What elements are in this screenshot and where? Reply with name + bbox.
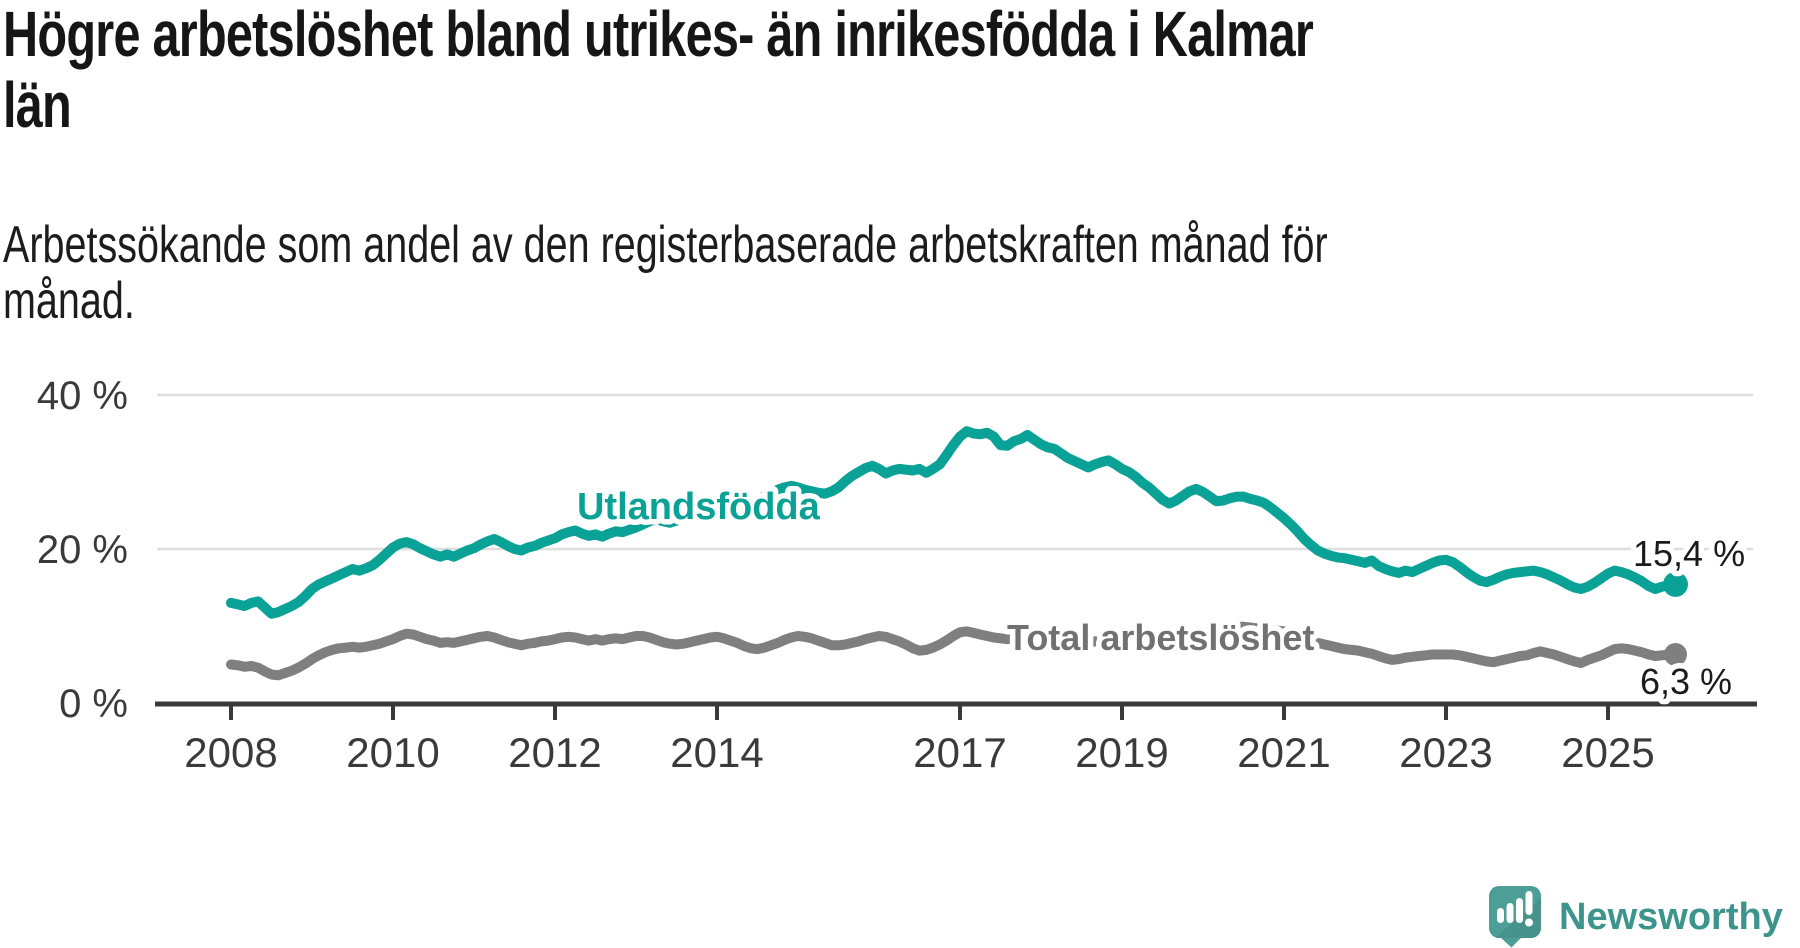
x-axis-labels: 2008 2010 2012 2014 2017 2019 2021 2023 2025 — [184, 729, 1654, 776]
x-axis-tick-label: 2025 — [1561, 729, 1654, 776]
series-end-dot-total — [1664, 643, 1687, 666]
x-axis-tick-label: 2014 — [670, 729, 763, 776]
icon-bar-chart-glyph — [1497, 891, 1533, 927]
gridlines — [157, 393, 1753, 551]
x-axis-tick-label: 2021 — [1237, 729, 1330, 776]
series-label-total-arbetsloshet: Total arbetslöshet — [1007, 617, 1314, 658]
newsworthy-logo-text: Newsworthy — [1559, 896, 1783, 938]
newsworthy-icon — [1489, 886, 1541, 948]
x-axis-tick-label: 2012 — [508, 729, 601, 776]
x-axis-tick-label: 2010 — [346, 729, 439, 776]
page-title: Högre arbetslöshet bland utrikes- än inr… — [3, 0, 1314, 141]
end-value-label-total: 6,3 % — [1640, 661, 1732, 702]
x-axis-tick-label: 2019 — [1075, 729, 1168, 776]
x-axis-tick-label: 2008 — [184, 729, 277, 776]
y-axis-tick-label: 40 % — [37, 374, 128, 418]
x-axis-ticks — [229, 703, 1610, 720]
icon-exclamation-dot — [1525, 918, 1533, 927]
page-subtitle: Arbetssökande som andel av den registerb… — [3, 216, 1328, 330]
newsworthy-logo: Newsworthy — [1489, 886, 1783, 948]
x-axis-tick-label: 2017 — [913, 729, 1006, 776]
end-value-label-utlandsfodda: 15,4 % — [1633, 533, 1745, 574]
icon-exclamation-bar — [1525, 891, 1533, 915]
series-line-utlandsfodda — [226, 426, 1681, 619]
series-label-utlandsfodda: Utlandsfödda — [577, 486, 821, 528]
series-line-total-arbetsloshet — [226, 621, 1681, 681]
x-axis-tick-label: 2023 — [1399, 729, 1492, 776]
y-axis-tick-label: 20 % — [37, 528, 128, 572]
y-axis-labels: 0 % 20 % 40 % — [37, 374, 128, 726]
series-end-dot-utlandsfodda — [1663, 571, 1688, 597]
y-axis-tick-label: 0 % — [59, 682, 128, 726]
